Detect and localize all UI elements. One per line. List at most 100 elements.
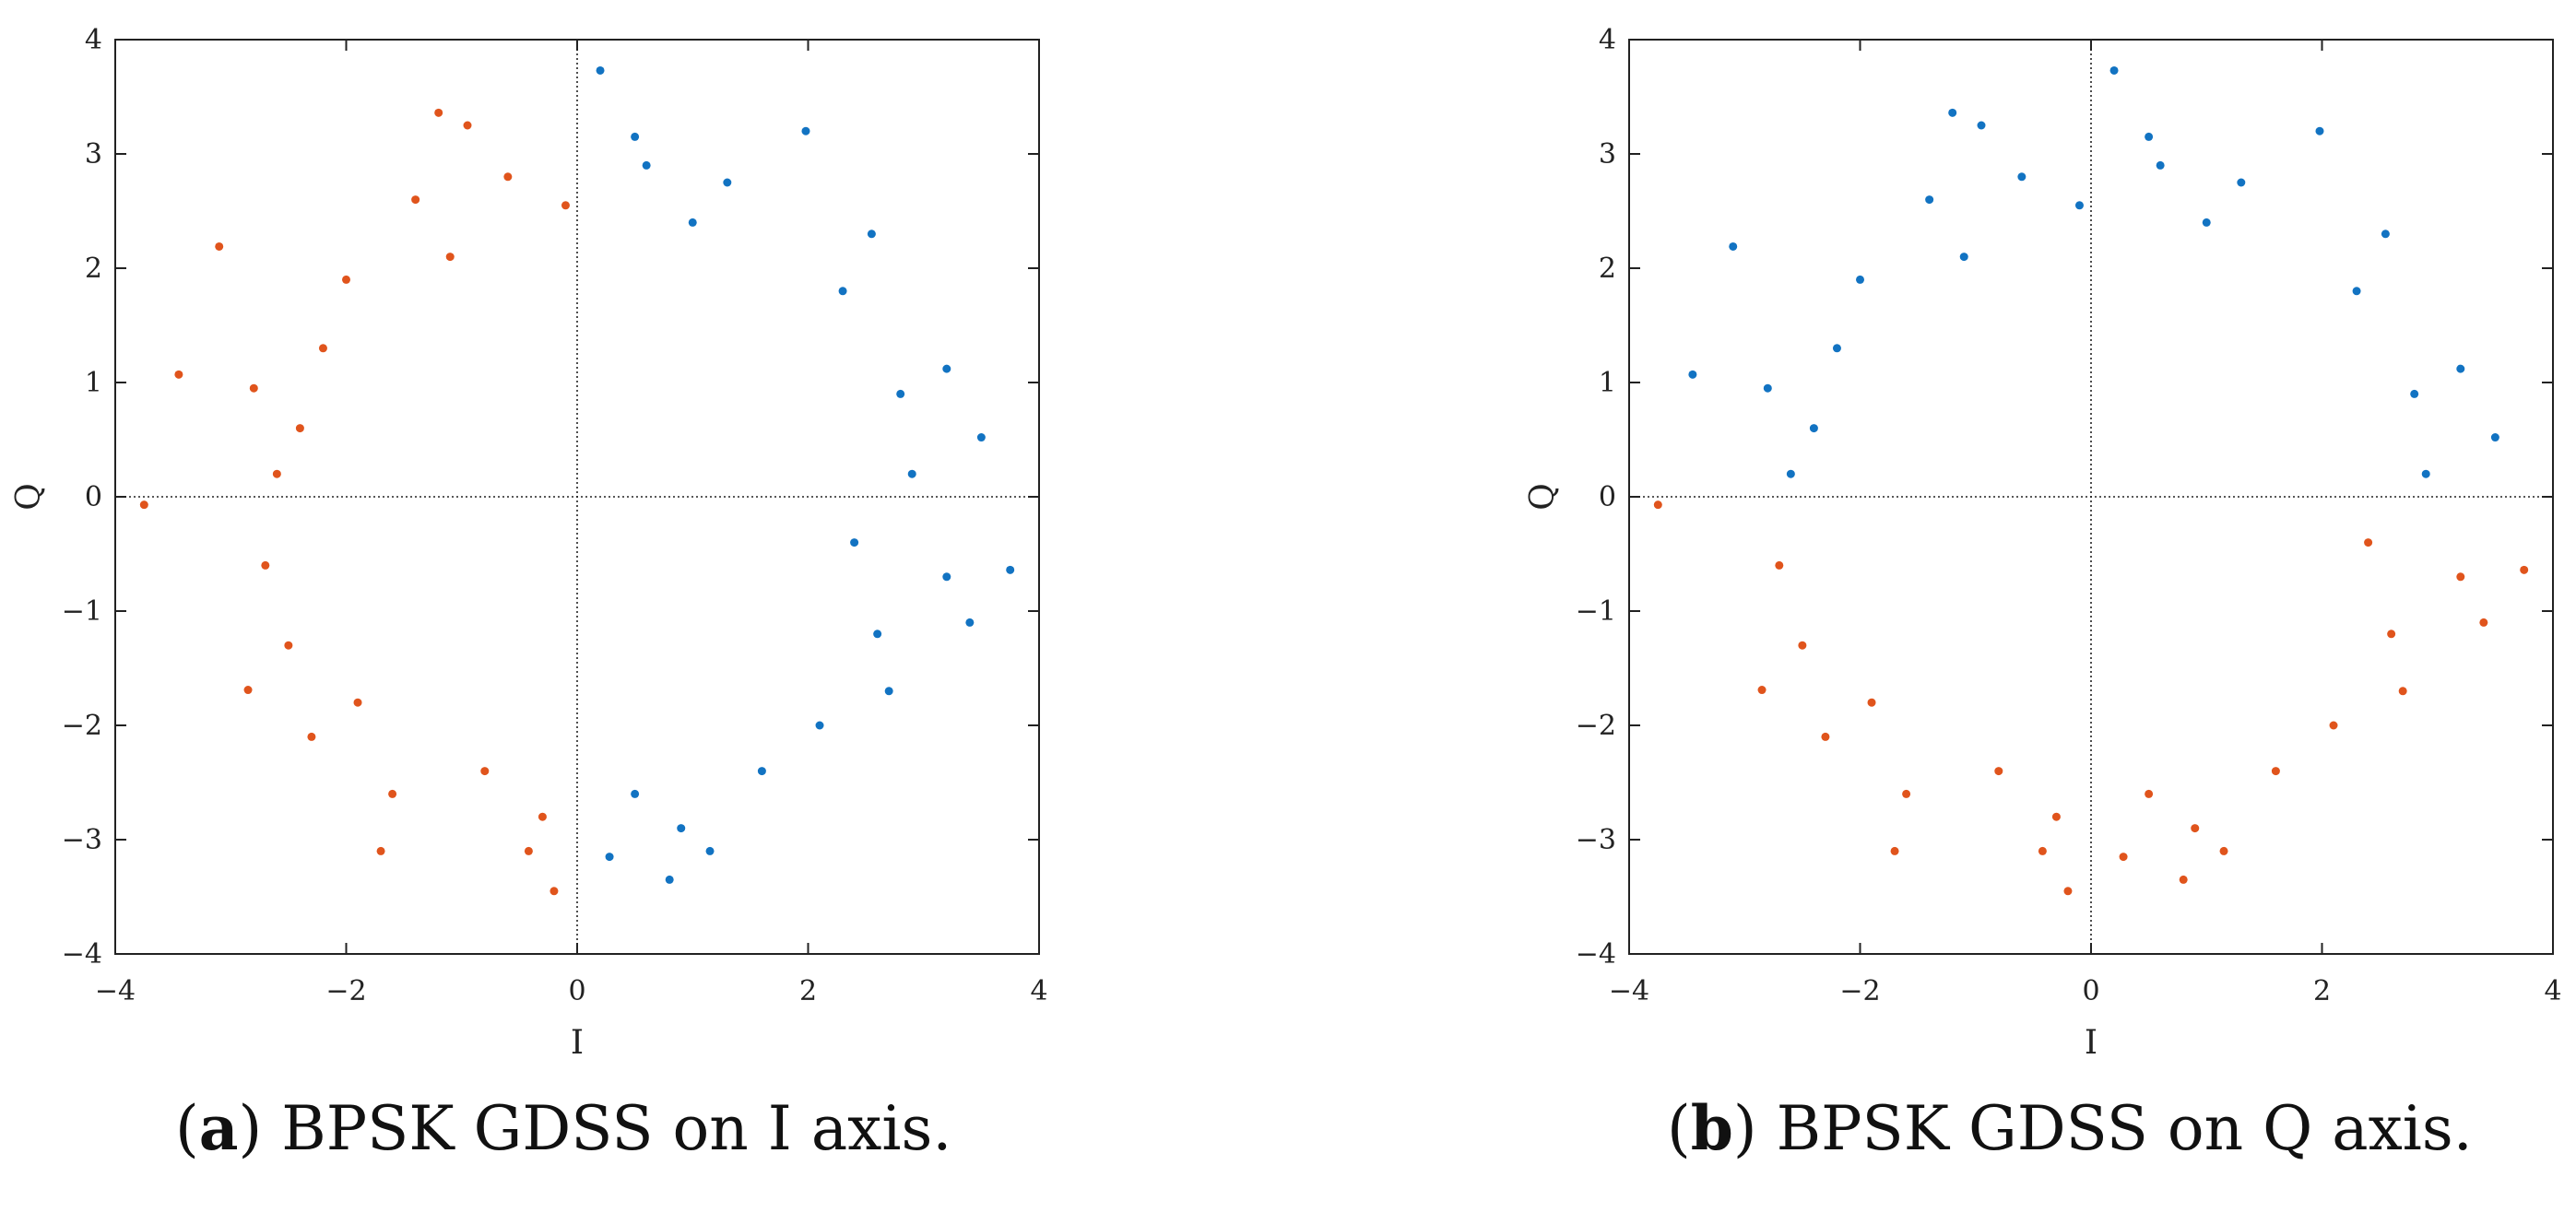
scatter-point	[2490, 433, 2499, 442]
series-a-2	[596, 65, 1015, 884]
scatter-point	[1729, 241, 1738, 251]
caption-a-text: BPSK GDSS on I axis.	[262, 1093, 952, 1164]
scatter-point	[353, 698, 362, 707]
scatter-point	[1867, 698, 1876, 707]
scatter-point	[549, 887, 559, 896]
scatter-point	[1809, 424, 1818, 433]
y-tick-label: 2	[1599, 253, 1616, 285]
scatter-point	[411, 195, 420, 205]
y-tick-label: −2	[1576, 710, 1616, 742]
caption-a: (a) BPSK GDSS on I axis.	[175, 1092, 952, 1164]
caption-b-letter: b	[1690, 1092, 1733, 1164]
scatter-point	[524, 846, 533, 855]
x-tick-label: −2	[1839, 975, 1880, 1007]
scatter-point	[463, 121, 472, 130]
scatter-point	[1948, 108, 1957, 117]
scatter-point	[2074, 201, 2084, 210]
scatter-point	[434, 108, 443, 117]
scatter-point	[705, 846, 715, 855]
x-tick-label: 4	[2544, 975, 2561, 1007]
scatter-point	[688, 218, 697, 227]
scatter-point	[867, 230, 876, 239]
scatter-point	[561, 201, 570, 210]
scatter-point	[2352, 287, 2361, 296]
y-tick-label: −1	[62, 595, 102, 628]
scatter-point	[2145, 132, 2154, 141]
scatter-point	[2119, 853, 2128, 862]
x-tick-label: 2	[2313, 975, 2331, 1007]
scatter-point	[174, 370, 183, 379]
scatter-point	[631, 132, 640, 141]
scatter-point	[757, 767, 766, 776]
scatter-point	[942, 364, 951, 373]
scatter-point	[596, 65, 605, 75]
scatter-point	[2202, 218, 2211, 227]
scatter-point	[538, 812, 547, 821]
y-tick-label: −4	[1576, 938, 1616, 971]
scatter-point	[1786, 469, 1795, 478]
scatter-point	[1798, 641, 1807, 650]
scatter-point	[2520, 565, 2529, 574]
scatter-point	[2364, 538, 2373, 547]
scatter-point	[1653, 500, 1662, 510]
scatter-point	[284, 641, 293, 650]
scatter-point	[503, 172, 513, 182]
y-tick-label: 1	[1599, 367, 1616, 399]
scatter-point	[2271, 767, 2280, 776]
scatter-point	[665, 875, 674, 884]
y-axis-label: Q	[10, 483, 48, 511]
scatter-point	[445, 253, 455, 262]
scatter-point	[249, 383, 258, 393]
scatter-point	[605, 853, 614, 862]
scatter-point	[261, 560, 270, 570]
series-a-1	[139, 108, 570, 896]
scatter-point	[873, 630, 882, 639]
scatter-point	[2017, 172, 2027, 182]
scatter-point	[642, 160, 651, 170]
scatter-point	[2038, 846, 2047, 855]
scatter-point	[631, 789, 640, 798]
scatter-point	[1757, 686, 1767, 695]
x-tick-label: 4	[1030, 975, 1047, 1007]
x-tick-label: −4	[1609, 975, 1649, 1007]
scatter-point	[1959, 253, 1968, 262]
scatter-point	[1775, 560, 1784, 570]
scatter-point	[215, 241, 224, 251]
scatter-point	[2109, 65, 2119, 75]
x-tick-label: −2	[325, 975, 366, 1007]
scatter-point	[815, 721, 824, 730]
scatter-point	[1902, 789, 1911, 798]
scatter-point	[243, 686, 253, 695]
scatter-point	[965, 618, 975, 627]
y-tick-label: −2	[62, 710, 102, 742]
scatter-point	[2156, 160, 2165, 170]
scatter-point	[1763, 383, 1772, 393]
x-axis-label: I	[2085, 1024, 2097, 1062]
x-tick-label: 0	[568, 975, 585, 1007]
scatter-plot-b: −4 −2 0 2 4 −4 −3 −2 −1 0 1 2 3 4 I Q	[1524, 24, 2562, 1062]
x-tick-label: 2	[799, 975, 817, 1007]
scatter-point	[801, 126, 810, 135]
scatter-point	[318, 344, 327, 353]
scatter-point	[976, 433, 986, 442]
scatter-point	[677, 824, 686, 833]
scatter-point	[2398, 687, 2407, 696]
caption-b: (b) BPSK GDSS on Q axis.	[1667, 1092, 2473, 1164]
y-tick-label: −4	[62, 938, 102, 971]
scatter-point	[2421, 469, 2430, 478]
scatter-point	[2479, 618, 2488, 627]
scatter-point	[2410, 389, 2419, 398]
scatter-point	[272, 469, 281, 478]
scatter-point	[1977, 121, 1986, 130]
scatter-point	[850, 538, 859, 547]
y-tick-label: −1	[1576, 595, 1616, 628]
scatter-point	[2329, 721, 2338, 730]
scatter-point	[2191, 824, 2200, 833]
scatter-plot-a: −4 −2 0 2 4 −4 −3 −2 −1 0 1 2 3 4 I Q	[10, 24, 1048, 1062]
scatter-point	[1890, 846, 1899, 855]
y-tick-label: 4	[1599, 24, 1616, 56]
scatter-point	[2179, 875, 2188, 884]
scatter-point	[2381, 230, 2390, 239]
series-b-1	[1688, 65, 2499, 478]
y-tick-label: 3	[1599, 138, 1616, 171]
